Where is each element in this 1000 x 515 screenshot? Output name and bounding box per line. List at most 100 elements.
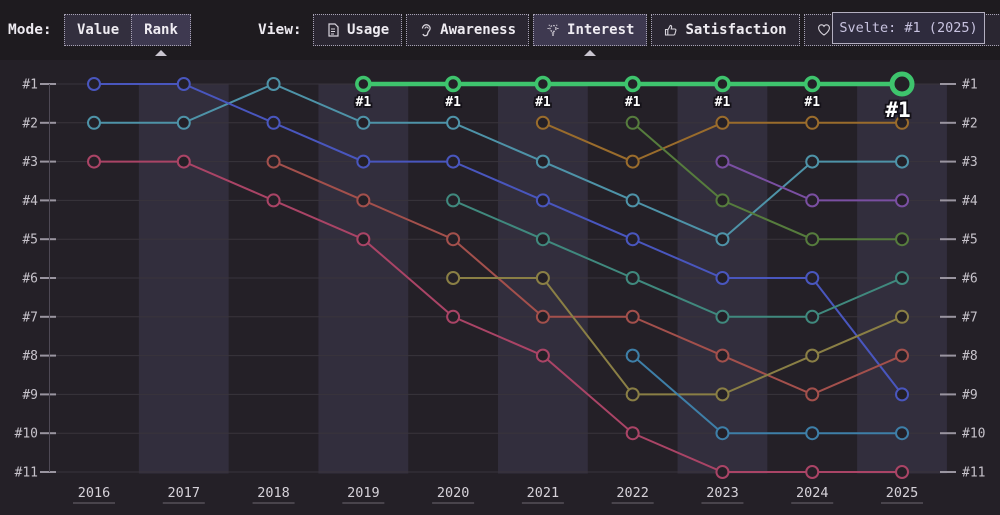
data-point-unlabeled-indigo-2020[interactable] <box>446 154 461 169</box>
data-point-unlabeled-teal-2022[interactable] <box>625 193 640 208</box>
year-label-2023[interactable]: 2023 <box>706 485 739 501</box>
data-point-unlabeled-teal-2019[interactable] <box>356 115 371 130</box>
data-point-unlabeled-seagreen-2025[interactable] <box>895 271 910 285</box>
data-point-unlabeled-brick-2024[interactable] <box>805 387 820 402</box>
year-label-2019[interactable]: 2019 <box>347 485 380 501</box>
data-point-unlabeled-forest-2024[interactable] <box>805 232 820 247</box>
data-point-unlabeled-indigo-2021[interactable] <box>535 193 550 208</box>
series-unlabeled-forest[interactable] <box>625 115 910 247</box>
data-point-unlabeled-forest-2022[interactable] <box>625 115 640 130</box>
data-point-unlabeled-rose-2025[interactable] <box>895 465 910 479</box>
series-unlabeled-teal[interactable] <box>87 77 910 247</box>
data-point-unlabeled-steelblue-2023[interactable] <box>715 426 730 441</box>
data-point-unlabeled-indigo-2019[interactable] <box>356 154 371 169</box>
data-point-unlabeled-steelblue-2024[interactable] <box>805 426 820 441</box>
view-interest-button[interactable]: Interest <box>533 14 648 46</box>
data-point-unlabeled-indigo-2017[interactable] <box>176 77 191 91</box>
series-Svelte[interactable] <box>355 71 915 97</box>
data-point-unlabeled-purple-2024[interactable] <box>805 193 820 208</box>
data-point-unlabeled-rose-2018[interactable] <box>266 193 281 208</box>
data-point-unlabeled-seagreen-2022[interactable] <box>625 271 640 285</box>
data-point-unlabeled-rose-2019[interactable] <box>356 232 371 247</box>
data-point-unlabeled-forest-2025[interactable] <box>895 232 910 247</box>
data-point-unlabeled-purple-2025[interactable] <box>895 193 910 208</box>
data-point-unlabeled-olive-2021[interactable] <box>535 271 550 285</box>
year-label-2018[interactable]: 2018 <box>257 485 290 501</box>
series-unlabeled-brick[interactable] <box>266 154 910 402</box>
bump-chart-svg[interactable]: #1 #1 #2 #2 #3 #3 #4 #4 #5 #5 #6 #6 #7 #7 #8 #8 #9 #9 #10 #… <box>0 60 1000 515</box>
data-point-unlabeled-rose-2024[interactable] <box>805 465 820 479</box>
data-point-unlabeled-rose-2020[interactable] <box>446 309 461 324</box>
data-point-unlabeled-teal-2025[interactable] <box>895 154 910 169</box>
data-point-unlabeled-olive-2022[interactable] <box>625 387 640 402</box>
view-usage-button[interactable]: Usage <box>313 14 403 46</box>
data-point-unlabeled-amber-2021[interactable] <box>535 115 550 130</box>
data-point-unlabeled-seagreen-2021[interactable] <box>535 232 550 247</box>
data-point-unlabeled-indigo-2018[interactable] <box>266 115 281 130</box>
data-point-unlabeled-brick-2020[interactable] <box>446 232 461 247</box>
data-point-unlabeled-brick-2018[interactable] <box>266 154 281 169</box>
data-point-unlabeled-teal-2016[interactable] <box>87 115 101 130</box>
data-point-unlabeled-brick-2025[interactable] <box>895 348 910 363</box>
series-unlabeled-steelblue[interactable] <box>625 348 910 441</box>
data-point-unlabeled-indigo-2025[interactable] <box>895 387 910 402</box>
data-point-unlabeled-teal-2020[interactable] <box>446 115 461 130</box>
data-point-unlabeled-indigo-2023[interactable] <box>715 271 730 285</box>
data-point-unlabeled-brick-2021[interactable] <box>535 309 550 324</box>
year-label-2016[interactable]: 2016 <box>78 485 111 501</box>
year-label-2024[interactable]: 2024 <box>796 485 829 501</box>
year-label-2017[interactable]: 2017 <box>168 485 201 501</box>
year-label-2021[interactable]: 2021 <box>527 485 560 501</box>
mode-rank-button[interactable]: Rank <box>131 14 191 46</box>
data-point-unlabeled-seagreen-2020[interactable] <box>446 193 461 208</box>
data-point-unlabeled-purple-2023[interactable] <box>715 154 730 169</box>
mode-value-button[interactable]: Value <box>64 14 133 46</box>
data-point-unlabeled-brick-2022[interactable] <box>625 309 640 324</box>
data-point-unlabeled-rose-2021[interactable] <box>535 348 550 363</box>
data-point-unlabeled-brick-2019[interactable] <box>356 193 371 208</box>
data-point-unlabeled-amber-2024[interactable] <box>805 115 820 130</box>
data-point-unlabeled-indigo-2024[interactable] <box>805 271 820 285</box>
data-point-unlabeled-steelblue-2025[interactable] <box>895 426 910 441</box>
series-unlabeled-indigo[interactable] <box>87 77 910 402</box>
view-satisfaction-button[interactable]: Satisfaction <box>651 14 800 46</box>
series-unlabeled-amber[interactable] <box>535 115 910 169</box>
data-point-unlabeled-teal-2017[interactable] <box>176 115 191 130</box>
series-unlabeled-seagreen[interactable] <box>446 193 910 324</box>
data-point-Svelte-2021[interactable] <box>534 75 552 93</box>
data-point-unlabeled-rose-2023[interactable] <box>715 465 730 479</box>
data-point-unlabeled-rose-2022[interactable] <box>625 426 640 441</box>
data-point-unlabeled-indigo-2022[interactable] <box>625 232 640 247</box>
data-point-Svelte-2022[interactable] <box>624 75 641 93</box>
data-point-unlabeled-seagreen-2023[interactable] <box>715 309 730 324</box>
series-unlabeled-rose[interactable] <box>87 154 910 479</box>
year-label-2020[interactable]: 2020 <box>437 485 470 501</box>
year-label-2025[interactable]: 2025 <box>886 485 919 501</box>
data-point-unlabeled-olive-2023[interactable] <box>715 387 730 402</box>
data-point-unlabeled-teal-2024[interactable] <box>805 154 820 169</box>
data-point-unlabeled-olive-2025[interactable] <box>895 309 910 324</box>
bump-chart[interactable]: #1 #1 #2 #2 #3 #3 #4 #4 #5 #5 #6 #6 #7 #7 #8 #8 #9 #9 #10 #… <box>0 60 1000 515</box>
data-point-unlabeled-teal-2021[interactable] <box>535 154 550 169</box>
data-point-unlabeled-steelblue-2022[interactable] <box>625 348 640 363</box>
series-unlabeled-purple[interactable] <box>715 154 910 208</box>
data-point-unlabeled-rose-2016[interactable] <box>87 154 101 169</box>
year-label-2022[interactable]: 2022 <box>616 485 649 501</box>
data-point-unlabeled-seagreen-2024[interactable] <box>805 309 820 324</box>
data-point-unlabeled-rose-2017[interactable] <box>176 154 191 169</box>
view-awareness-button[interactable]: Awareness <box>406 14 530 46</box>
data-point-Svelte-2023[interactable] <box>714 75 731 93</box>
data-point-unlabeled-forest-2023[interactable] <box>715 193 730 208</box>
data-point-Svelte-2025[interactable] <box>889 71 915 97</box>
data-point-unlabeled-amber-2022[interactable] <box>625 154 640 169</box>
data-point-Svelte-2019[interactable] <box>355 75 372 93</box>
data-point-unlabeled-olive-2024[interactable] <box>805 348 820 363</box>
data-point-unlabeled-teal-2018[interactable] <box>266 77 281 91</box>
data-point-unlabeled-amber-2025[interactable] <box>895 115 910 130</box>
data-point-unlabeled-teal-2023[interactable] <box>715 232 730 247</box>
data-point-unlabeled-brick-2023[interactable] <box>715 348 730 363</box>
data-point-unlabeled-indigo-2016[interactable] <box>87 77 101 91</box>
data-point-Svelte-2020[interactable] <box>444 75 462 93</box>
data-point-unlabeled-olive-2020[interactable] <box>446 271 461 285</box>
data-point-Svelte-2024[interactable] <box>803 75 821 93</box>
